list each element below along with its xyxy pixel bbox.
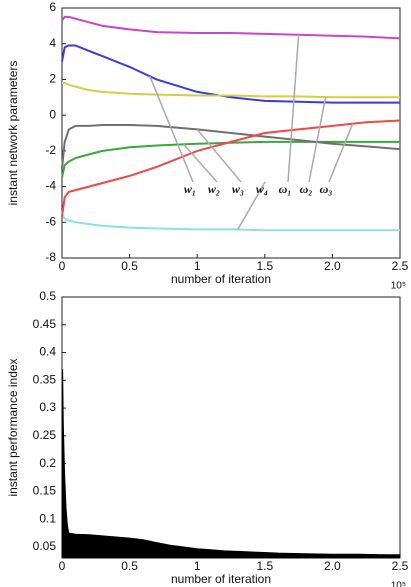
x-multiplier: 10⁵: [391, 581, 406, 587]
series-area: [61, 369, 401, 559]
x-tick-label: 2.0: [324, 259, 341, 273]
x-tick-label: 1.5: [256, 259, 273, 273]
x-tick-label: 0.5: [121, 559, 138, 573]
series-line: [62, 82, 400, 99]
y-axis-title: instant network parameters: [6, 61, 20, 206]
x-tick-label: 2.5: [392, 559, 409, 573]
y-tick-label: 0.1: [39, 511, 56, 525]
annotation-leader: [149, 76, 194, 183]
series-label: w₂: [208, 182, 220, 196]
series-label: ω₂: [300, 182, 313, 196]
series-line: [61, 119, 401, 218]
y-tick-label: 0.3: [39, 400, 56, 414]
y-tick-label: 0.35: [33, 372, 57, 386]
y-tick-label: -4: [45, 179, 56, 193]
x-tick-label: 1.5: [256, 559, 273, 573]
y-tick-label: -6: [45, 214, 56, 228]
x-axis-title: number of iteration: [171, 272, 271, 286]
y-tick-label: 0.15: [33, 484, 57, 498]
y-tick-label: -8: [45, 250, 56, 264]
annotation-leader: [237, 181, 266, 230]
x-tick-label: 1: [194, 559, 201, 573]
y-axis-title: instant performance index: [6, 358, 20, 496]
series-label: ω₃: [320, 182, 333, 196]
series-label: ω₁: [279, 182, 292, 196]
y-tick-label: 0.4: [39, 345, 56, 359]
y-tick-label: 4: [49, 36, 56, 50]
y-tick-label: 2: [49, 72, 56, 86]
x-tick-label: 0.5: [121, 259, 138, 273]
annotation-leader: [328, 123, 354, 183]
y-tick-label: 6: [49, 0, 56, 14]
y-tick-label: 0.05: [33, 539, 57, 553]
series-line: [61, 124, 401, 169]
series-line: [61, 212, 400, 232]
x-tick-label: 2.0: [324, 559, 341, 573]
y-tick-label: 0.5: [39, 289, 56, 303]
series-line: [61, 15, 401, 40]
y-tick-label: 0.45: [33, 317, 57, 331]
series-line: [61, 44, 400, 104]
series-label: w₃: [232, 182, 244, 196]
x-multiplier: 10⁵: [391, 281, 406, 292]
x-tick-label: 2.5: [392, 259, 409, 273]
annotation-leader: [196, 128, 242, 183]
annotation-leader: [287, 34, 300, 183]
y-tick-label: 0: [49, 107, 56, 121]
annotation-leader: [183, 143, 218, 183]
series-label: w₁: [184, 182, 196, 196]
plot-frame: [61, 7, 401, 259]
y-tick-label: 0.25: [33, 428, 57, 442]
y-tick-label: 0.2: [39, 456, 56, 470]
series-label: w₄: [256, 182, 268, 196]
x-axis-title: number of iteration: [171, 572, 271, 586]
plot-frame: [61, 296, 401, 559]
annotation-leader: [308, 96, 327, 183]
y-tick-label: -2: [45, 143, 56, 157]
x-tick-label: 0: [59, 259, 66, 273]
series-line: [61, 140, 400, 178]
x-tick-label: 0: [59, 559, 66, 573]
x-tick-label: 1: [194, 259, 201, 273]
